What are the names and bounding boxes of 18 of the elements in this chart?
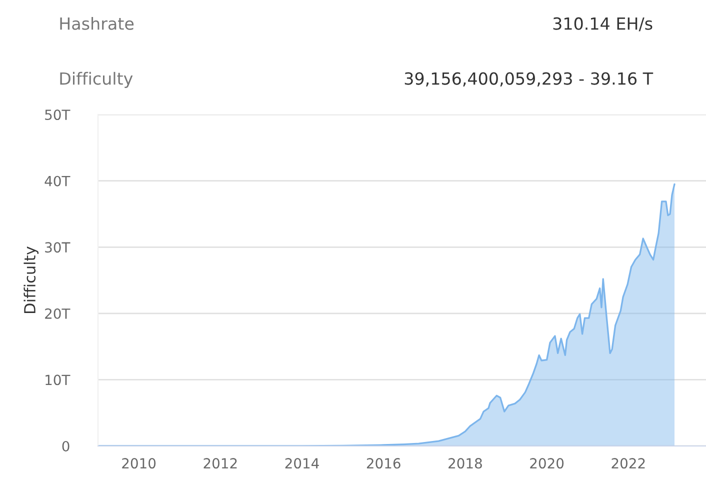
x-tick-label: 2022 <box>612 458 645 469</box>
y-tick-label: 50T <box>45 110 70 120</box>
y-axis-title: Difficulty <box>24 246 39 313</box>
y-tick-label: 30T <box>45 242 70 253</box>
x-tick-label: 2020 <box>530 458 564 469</box>
text: 39,156,400,059,293 - 39.16 T <box>404 72 654 87</box>
y-tick-label: 40T <box>44 176 70 186</box>
x-tick-label: 2016 <box>366 458 400 469</box>
y-tick-label: 0 <box>62 440 70 452</box>
x-tick-label: 2014 <box>285 458 319 469</box>
text: 310.14 EH/s <box>553 17 652 32</box>
y-tick-label: 10T <box>46 374 70 386</box>
x-tick-label: 2010 <box>122 458 156 469</box>
x-tick-label: 2018 <box>448 458 482 469</box>
y-tick-label: 20T <box>45 308 70 319</box>
text: Difficulty <box>60 72 133 88</box>
text: Hashrate <box>60 17 134 30</box>
x-tick-label: 2012 <box>204 458 237 469</box>
